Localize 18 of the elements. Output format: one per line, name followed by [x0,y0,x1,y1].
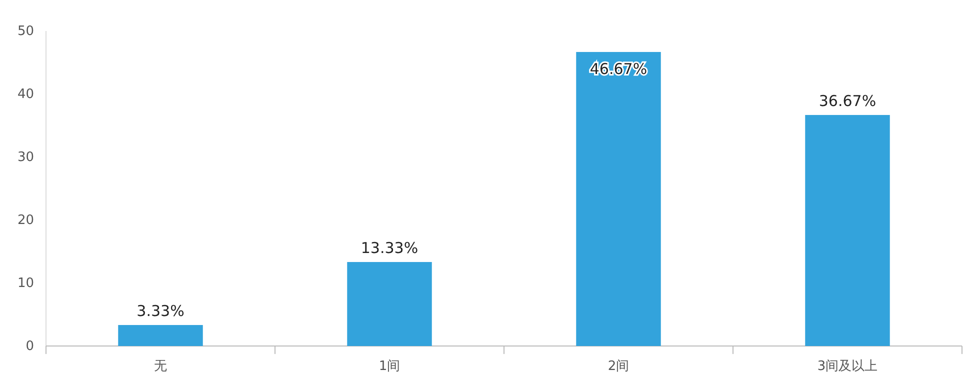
y-tick-label: 40 [17,87,34,102]
data-label: 13.33% [360,239,418,258]
data-label: 36.67% [818,92,876,110]
y-tick-label: 10 [17,276,34,291]
x-tick-label: 2间 [608,359,630,374]
bar [347,262,432,346]
y-tick-label: 20 [17,213,34,228]
y-tick-label: 0 [26,339,34,354]
data-label: 3.33% [136,302,184,320]
y-tick-label: 50 [17,24,34,39]
x-tick-label: 无 [154,359,167,374]
bar [576,52,661,346]
y-tick-label: 30 [17,150,34,165]
data-label: 46.67% [590,60,648,78]
bar [118,325,203,346]
x-tick-label: 3间及以上 [817,359,878,374]
bar [805,114,890,346]
x-tick-label: 1间 [378,359,400,374]
